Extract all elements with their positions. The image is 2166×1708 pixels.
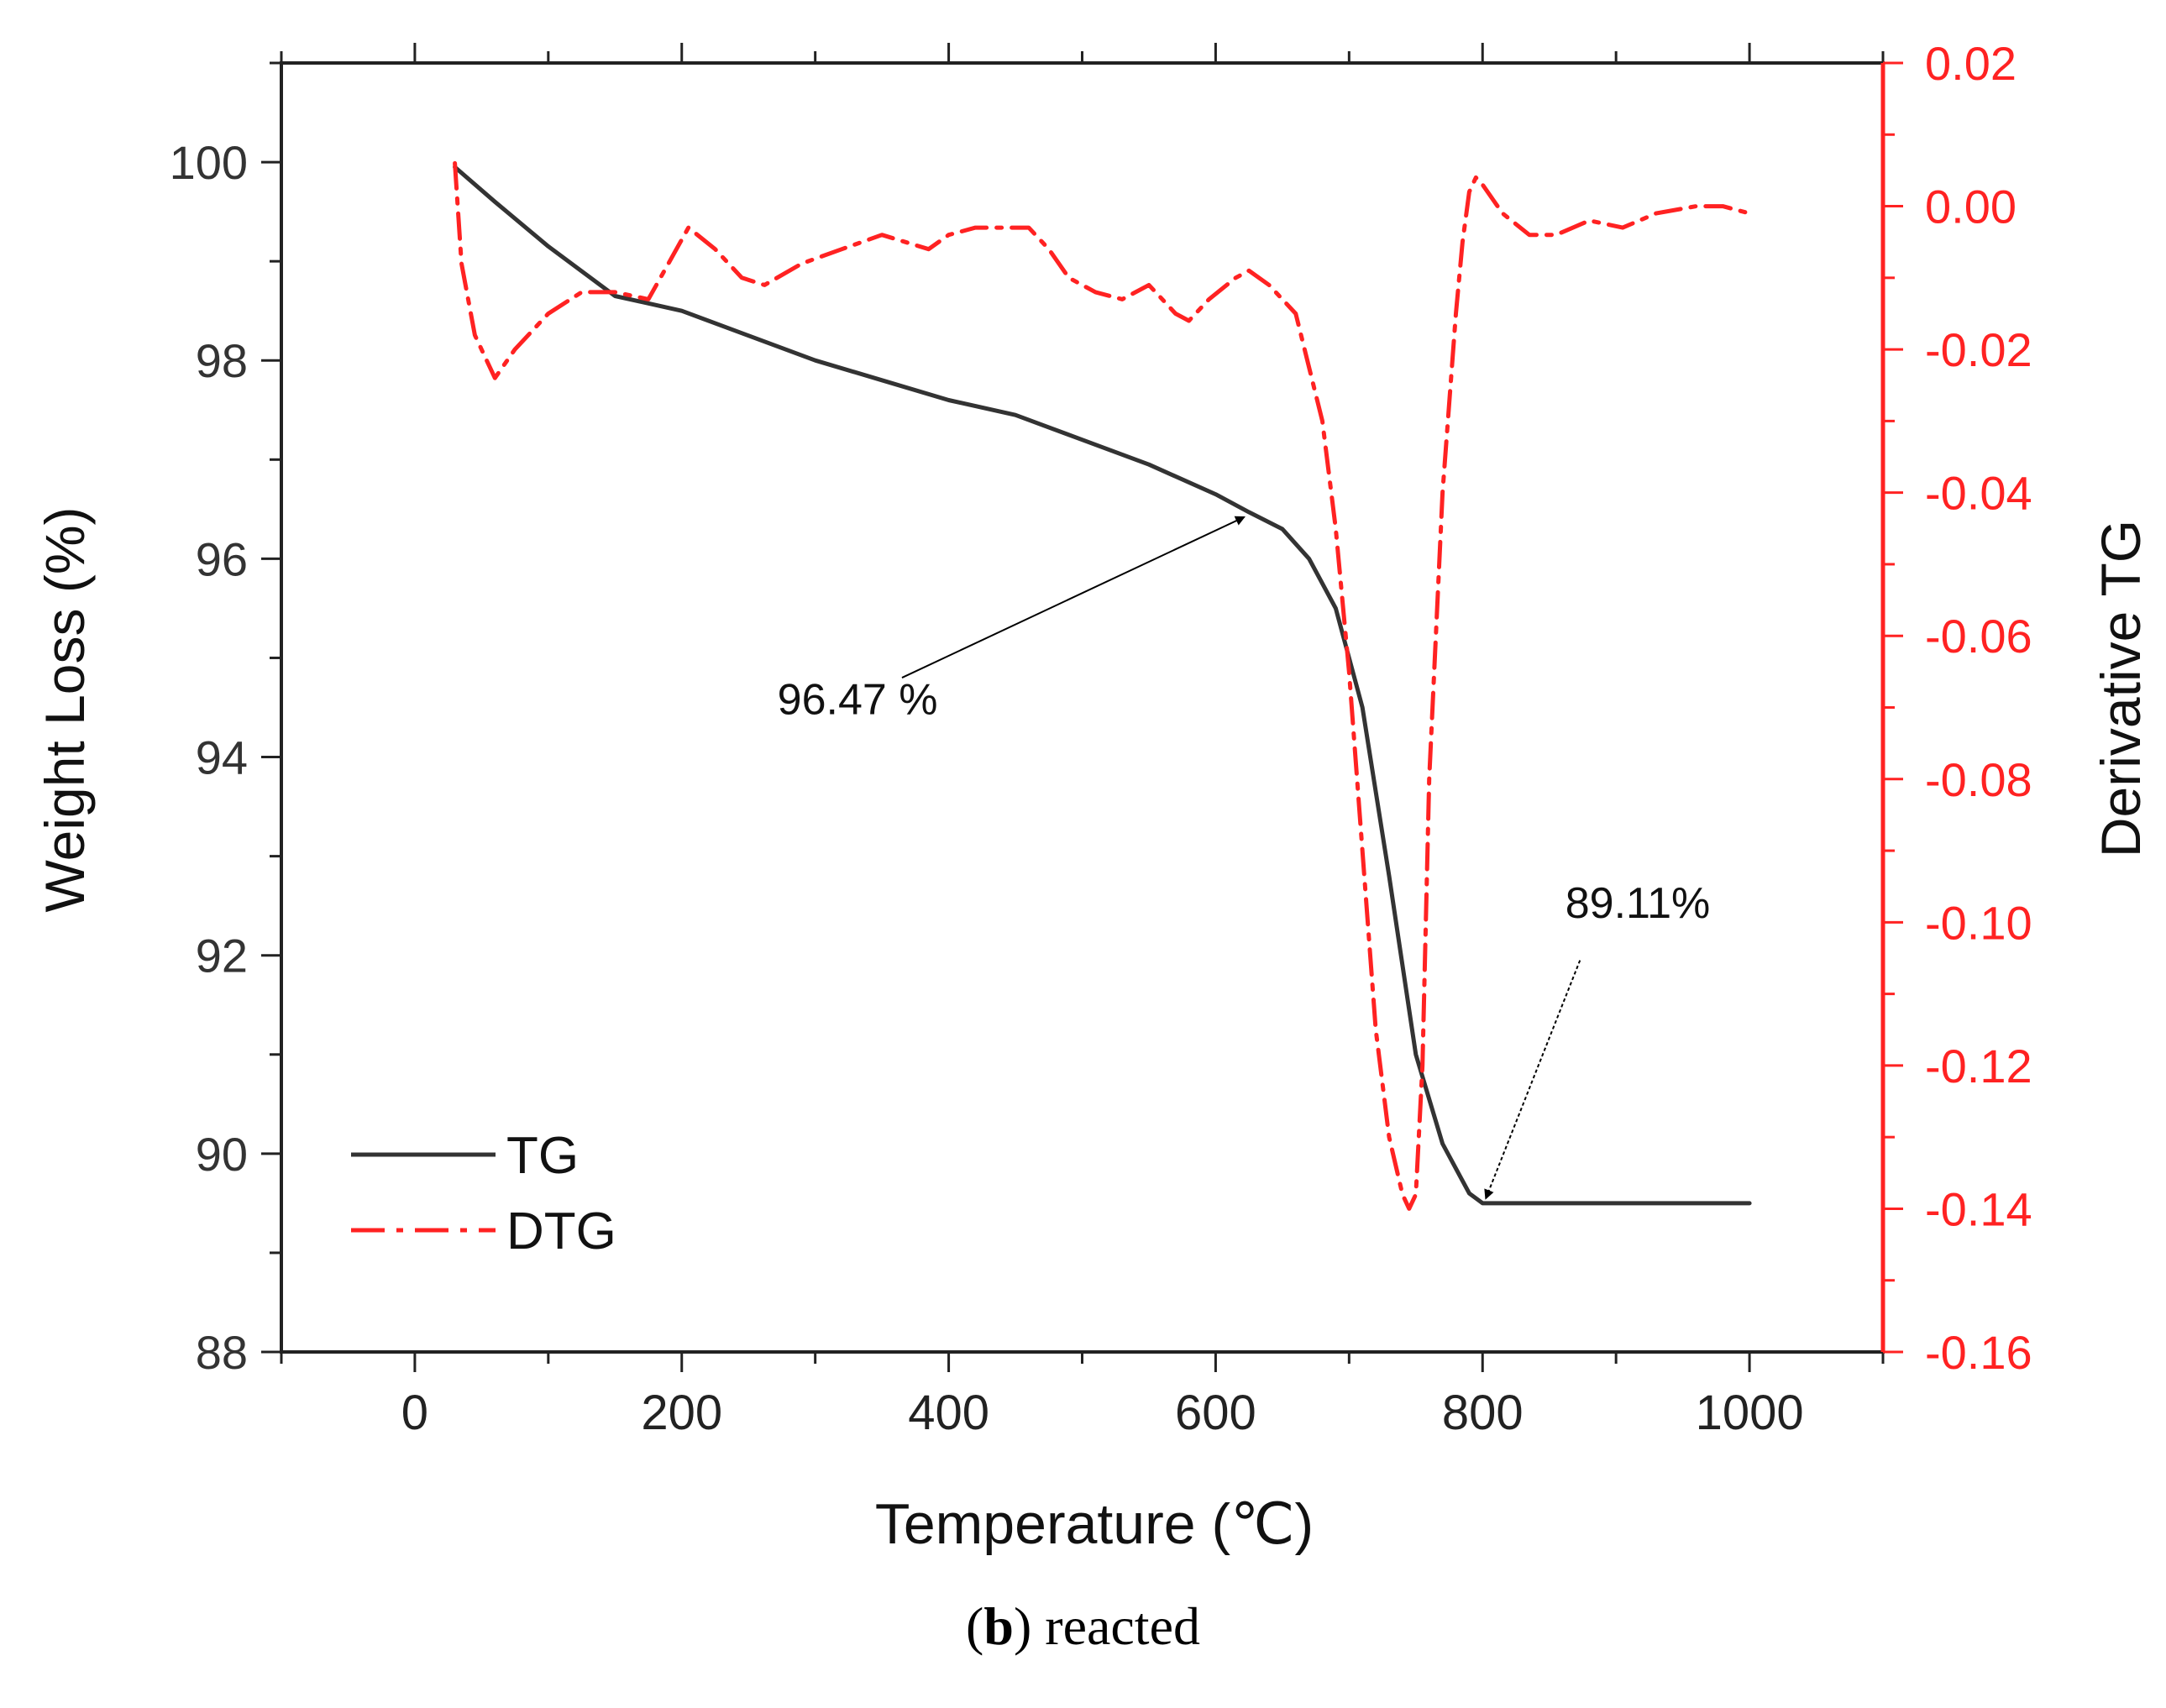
y-right-tick-label: -0.02: [1925, 323, 2032, 376]
y-right-tick-label: -0.04: [1925, 467, 2032, 520]
x-tick-label: 0: [401, 1386, 428, 1440]
y-axis-right-label: Derivative TG: [2090, 520, 2152, 857]
y-right-tick-label: 0.00: [1925, 181, 2017, 233]
y-left-tick-label: 98: [196, 334, 248, 387]
series-line-tg: [453, 165, 1752, 1206]
y-left-tick-label: 90: [196, 1128, 248, 1181]
x-tick-label: 1000: [1696, 1386, 1804, 1440]
y-right-tick-label: -0.12: [1925, 1040, 2032, 1092]
y-right-tick-label: -0.14: [1925, 1182, 2032, 1235]
y-right-tick-label: -0.16: [1925, 1326, 2032, 1379]
y-axis-right: 0.02 0.00 -0.02 -0.04 -0.06 -0.08 -0.10 -0.12 -0…: [1880, 37, 2032, 1379]
y-left-tick-label: 92: [196, 930, 248, 982]
figure-caption: (b) reacted: [966, 1596, 1200, 1656]
legend-label-tg: TG: [506, 1127, 579, 1185]
x-axis: 0 200 400 600 800 1000: [280, 43, 1885, 1440]
legend: TG DTG: [351, 1127, 616, 1260]
y-left-tick-label: 88: [196, 1326, 248, 1379]
annotation-label: 89.11%: [1565, 879, 1711, 928]
series-layer: [453, 160, 1752, 1211]
y-left-tick-label: 96: [196, 532, 248, 585]
annotation-arrow: [901, 516, 1246, 678]
series-line-dtg: [453, 160, 1752, 1211]
x-tick-label: 800: [1442, 1386, 1524, 1440]
x-tick-label: 600: [1175, 1386, 1256, 1440]
annotation-arrow: [1484, 960, 1581, 1200]
annotations: 96.47 % 89.11%: [778, 516, 1711, 1200]
caption-text: reacted: [1031, 1596, 1200, 1656]
y-axis-left: 88 90 92 94 96 98 100: [170, 61, 281, 1379]
caption-letter: b: [983, 1596, 1014, 1656]
y-right-tick-label: -0.08: [1925, 753, 2032, 806]
legend-label-dtg: DTG: [506, 1202, 616, 1260]
x-tick-label: 400: [908, 1386, 989, 1440]
y-right-tick-label: -0.10: [1925, 896, 2032, 949]
y-right-tick-label: -0.06: [1925, 610, 2032, 663]
y-left-tick-label: 94: [196, 731, 248, 784]
annotation-label: 96.47 %: [778, 676, 938, 725]
y-left-tick-label: 100: [170, 136, 248, 189]
x-axis-label: Temperature (℃): [875, 1492, 1314, 1556]
y-right-tick-label: 0.02: [1925, 37, 2017, 90]
y-axis-left-label: Weight Loss (%): [34, 507, 96, 913]
x-tick-label: 200: [641, 1386, 722, 1440]
